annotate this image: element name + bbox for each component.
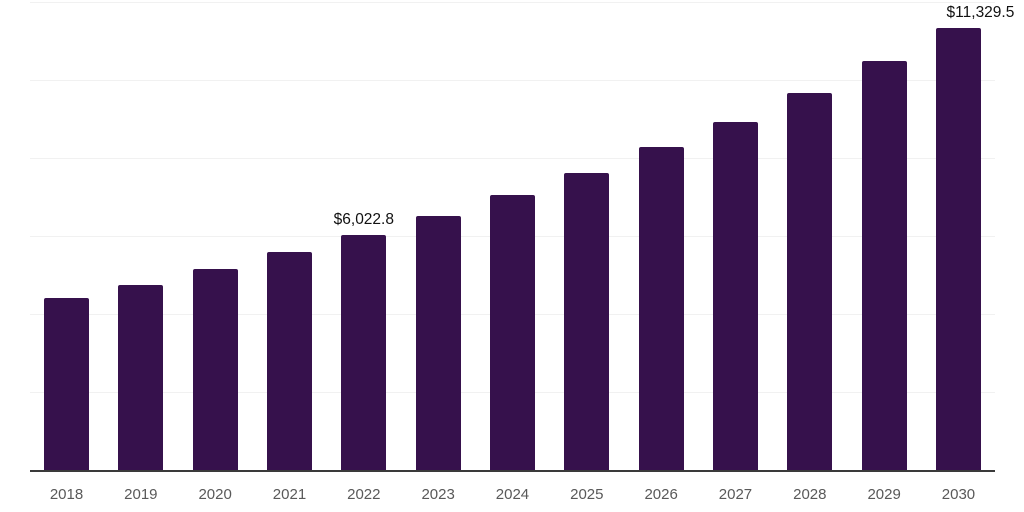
x-axis-label-2019: 2019 xyxy=(124,486,158,503)
data-label-2022: $6,022.8 xyxy=(333,211,394,229)
bar-2019 xyxy=(118,284,164,470)
gridline-12000 xyxy=(30,2,995,3)
bar-2020 xyxy=(192,269,238,470)
data-label-2030: $11,329.5 xyxy=(946,4,1015,22)
bar-2022 xyxy=(341,235,387,470)
x-axis-label-2026: 2026 xyxy=(644,486,678,503)
x-axis-label-2029: 2029 xyxy=(867,486,901,503)
x-axis-label-2021: 2021 xyxy=(272,486,307,503)
x-axis-label-2028: 2028 xyxy=(793,486,827,503)
x-axis-label-2024: 2024 xyxy=(495,486,530,503)
x-axis-label-2022: 2022 xyxy=(347,486,381,503)
x-axis-label-2018: 2018 xyxy=(49,486,84,503)
gridline-10000 xyxy=(30,80,995,81)
bar-2024 xyxy=(489,195,535,470)
gridline-8000 xyxy=(30,158,995,159)
bar-2028 xyxy=(787,92,833,470)
bar-2025 xyxy=(564,173,610,470)
bar-2018 xyxy=(44,298,89,470)
x-axis-label-2030: 2030 xyxy=(941,486,976,503)
bar-2023 xyxy=(415,216,461,470)
bar-2030 xyxy=(935,28,981,470)
x-axis-label-2023: 2023 xyxy=(421,486,455,503)
x-axis-label-2025: 2025 xyxy=(570,486,604,503)
x-axis-line xyxy=(30,470,995,472)
bar-2029 xyxy=(861,60,907,470)
x-axis-label-2020: 2020 xyxy=(198,486,232,503)
bar-2027 xyxy=(712,122,758,470)
bar-2021 xyxy=(266,252,312,470)
x-axis-label-2027: 2027 xyxy=(718,486,753,503)
bar-2026 xyxy=(638,147,684,470)
